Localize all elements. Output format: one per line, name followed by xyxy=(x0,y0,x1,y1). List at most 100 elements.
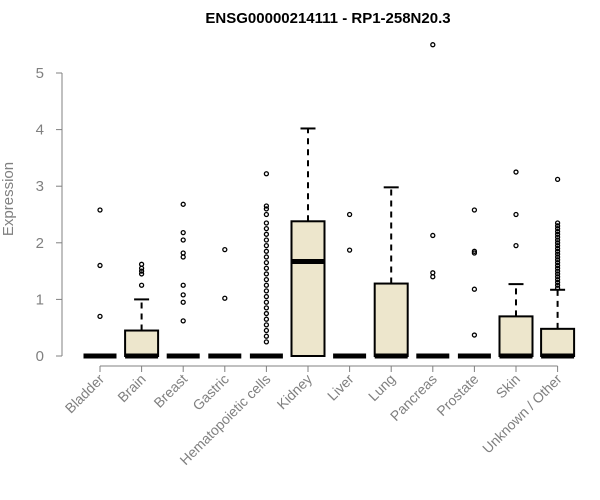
outlier-point xyxy=(554,262,561,269)
outlier-point xyxy=(554,245,561,252)
outlier-point xyxy=(263,225,270,232)
outlier-point xyxy=(346,211,353,218)
outlier-point xyxy=(554,240,561,246)
outlier-point xyxy=(263,322,270,328)
outlier-point xyxy=(263,333,270,339)
outlier-point xyxy=(263,327,270,334)
y-tick-label: 3 xyxy=(36,178,44,195)
x-tick-label: Liver xyxy=(324,371,357,404)
outlier-point xyxy=(263,259,270,266)
outlier-point xyxy=(554,237,561,243)
box-unknown-other xyxy=(540,176,576,359)
boxes-layer xyxy=(83,42,576,359)
outlier-point xyxy=(554,274,561,280)
box-lung xyxy=(373,186,409,359)
x-tick-label: Skin xyxy=(493,371,524,402)
outlier-point xyxy=(471,332,478,338)
outlier-point xyxy=(554,234,561,240)
outlier-point xyxy=(554,265,561,271)
outlier-point xyxy=(263,254,270,260)
outlier-point xyxy=(430,232,436,239)
box-breast xyxy=(166,201,200,359)
box-rect xyxy=(540,327,576,357)
outlier-point xyxy=(263,265,270,271)
outlier-point xyxy=(513,242,519,249)
outlier-point xyxy=(263,276,270,283)
outlier-point xyxy=(180,318,186,324)
outlier-point xyxy=(138,268,145,274)
outlier-point xyxy=(554,231,561,237)
outlier-point xyxy=(554,279,561,286)
outlier-point xyxy=(263,206,270,212)
y-tick-label: 4 xyxy=(36,122,44,139)
outlier-point xyxy=(554,285,561,291)
outlier-point xyxy=(471,248,478,254)
outlier-point xyxy=(222,295,228,301)
outlier-point xyxy=(263,299,270,305)
outlier-point xyxy=(97,262,103,269)
outlier-point xyxy=(263,271,270,277)
outlier-point xyxy=(263,211,270,218)
outlier-point xyxy=(263,231,270,237)
outlier-point xyxy=(263,171,270,177)
outlier-point xyxy=(430,42,436,48)
axes: 0 1 2 3 4 5 xyxy=(36,65,559,372)
outlier-point xyxy=(554,223,561,229)
y-tick-label: 0 xyxy=(36,348,44,365)
y-tick-label: 1 xyxy=(36,291,44,308)
outlier-point xyxy=(180,250,186,256)
outlier-point xyxy=(180,229,186,236)
outlier-point xyxy=(138,271,145,277)
outlier-point xyxy=(97,207,103,213)
outlier-point xyxy=(180,282,186,288)
outlier-point xyxy=(263,305,270,311)
outlier-point xyxy=(263,237,270,243)
outlier-point xyxy=(430,270,436,276)
outlier-point xyxy=(554,228,561,235)
outlier-point xyxy=(554,271,561,277)
outlier-point xyxy=(138,261,145,267)
x-tick-label: Kidney xyxy=(274,371,316,413)
box-gastric xyxy=(208,246,242,359)
outlier-point xyxy=(554,220,561,226)
outlier-point xyxy=(554,268,561,274)
outlier-point xyxy=(180,299,186,305)
box-rect xyxy=(290,220,326,357)
outlier-point xyxy=(554,259,561,266)
y-tick-label: 2 xyxy=(36,235,44,252)
x-tick-label: Breast xyxy=(150,371,190,411)
outlier-point xyxy=(263,339,270,345)
box-rect xyxy=(373,282,409,357)
outlier-point xyxy=(554,276,561,283)
y-axis-label: Expression xyxy=(0,162,17,236)
outlier-point xyxy=(263,282,270,288)
box-hematopoietic-cells xyxy=(249,171,283,359)
outlier-point xyxy=(180,237,186,243)
outlier-point xyxy=(554,282,561,288)
box-rect xyxy=(498,315,534,358)
chart-title: ENSG00000214111 - RP1-258N20.3 xyxy=(205,10,450,27)
outlier-point xyxy=(263,310,270,317)
outlier-point xyxy=(138,282,145,288)
outlier-point xyxy=(263,288,270,294)
outlier-point xyxy=(513,211,519,218)
outlier-point xyxy=(222,246,228,253)
outlier-point xyxy=(554,176,561,183)
box-rect xyxy=(124,329,160,357)
x-tick-label: Brain xyxy=(114,371,148,405)
outlier-point xyxy=(346,247,353,253)
outlier-point xyxy=(263,220,270,226)
box-skin xyxy=(498,169,534,359)
x-tick-label: Bladder xyxy=(62,371,108,417)
y-tick-label: 5 xyxy=(36,65,44,82)
x-tick-label: Unknown / Other xyxy=(479,371,565,457)
outlier-point xyxy=(471,286,478,292)
box-brain xyxy=(124,261,160,359)
outlier-point xyxy=(554,251,561,257)
box-bladder xyxy=(83,207,117,359)
box-pancreas xyxy=(416,42,450,359)
outlier-point xyxy=(471,207,478,213)
box-kidney xyxy=(290,127,326,357)
